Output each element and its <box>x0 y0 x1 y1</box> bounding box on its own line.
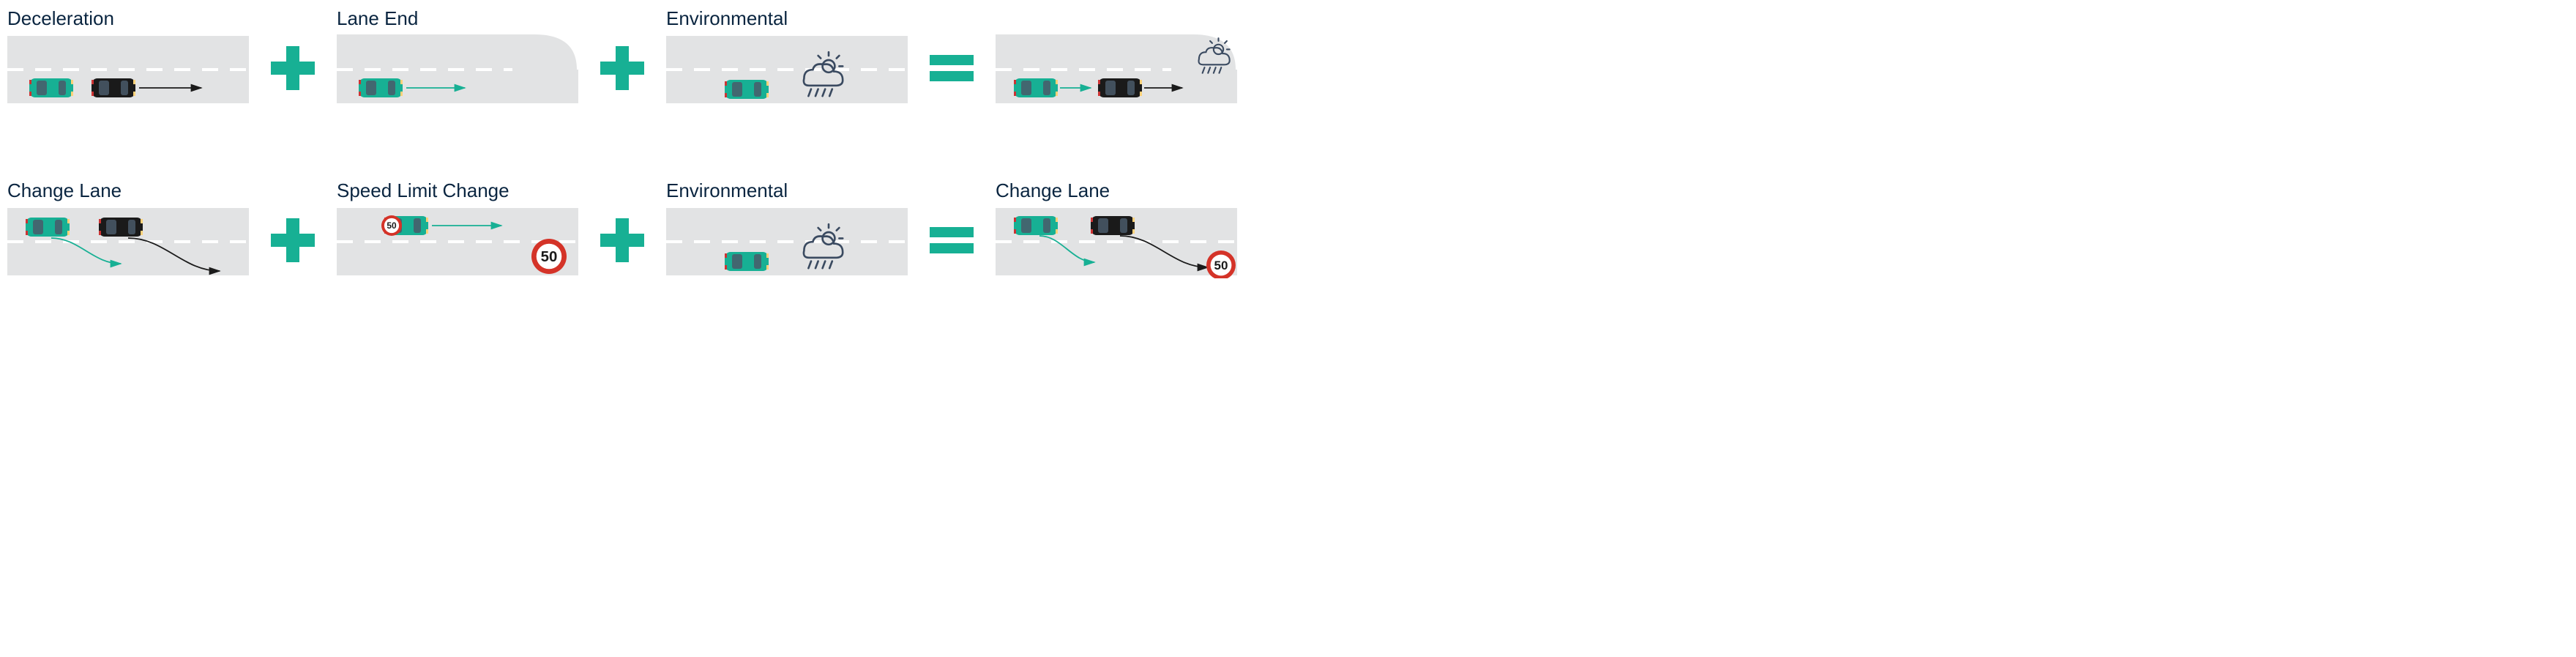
svg-text:50: 50 <box>387 220 397 231</box>
scenario-label: Change Lane <box>7 179 249 202</box>
scenario-label: Environmental <box>666 7 908 30</box>
scenario-panel-combined_top <box>996 33 1237 106</box>
scenario-label: Lane End <box>337 7 578 30</box>
scenario-panel-lane_end <box>337 33 578 106</box>
scenario-panel-change_lane <box>7 205 249 278</box>
plus-operator-icon <box>267 42 318 94</box>
plus-operator-icon <box>597 42 648 94</box>
svg-text:50: 50 <box>1214 259 1228 272</box>
scenario-label <box>996 7 1237 30</box>
scenario-panel-environmental2 <box>666 205 908 278</box>
scenario-block: Speed Limit Change 50 50 <box>337 179 578 278</box>
scenario-row: Deceleration Lane End Env <box>7 7 2569 106</box>
scenario-block: Change Lane <box>7 179 249 278</box>
scenario-label: Deceleration <box>7 7 249 30</box>
scenario-label: Speed Limit Change <box>337 179 578 202</box>
scenario-panel-combined_bottom: 50 <box>996 205 1237 278</box>
scenario-diagram: Deceleration Lane End Env <box>7 7 2569 278</box>
scenario-panel-environmental <box>666 33 908 106</box>
plus-operator-icon <box>267 215 318 266</box>
scenario-panel-speed_limit: 50 50 <box>337 205 578 278</box>
scenario-label: Change Lane <box>996 179 1237 202</box>
svg-text:50: 50 <box>541 249 558 265</box>
equals-operator-icon <box>926 215 977 266</box>
scenario-row: Change Lane Speed Limit Change <box>7 179 2569 278</box>
scenario-panel-deceleration <box>7 33 249 106</box>
scenario-block: Environmental <box>666 7 908 106</box>
scenario-block: Environmental <box>666 179 908 278</box>
scenario-block: Deceleration <box>7 7 249 106</box>
scenario-block: Change Lane 50 <box>996 179 1237 278</box>
scenario-block <box>996 7 1237 106</box>
equals-operator-icon <box>926 42 977 94</box>
scenario-block: Lane End <box>337 7 578 106</box>
plus-operator-icon <box>597 215 648 266</box>
scenario-label: Environmental <box>666 179 908 202</box>
